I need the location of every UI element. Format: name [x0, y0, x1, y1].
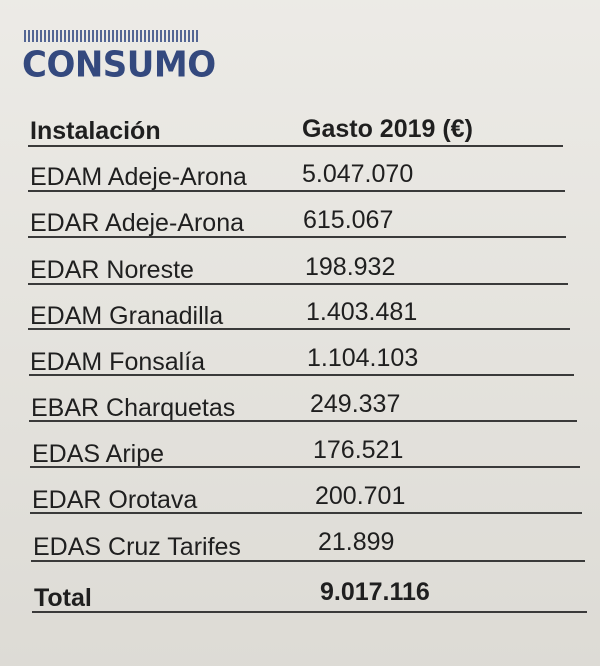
header-cost: Gasto 2019 (€) — [302, 115, 473, 143]
total-cost: 9.017.116 — [320, 578, 430, 606]
row-divider — [29, 420, 577, 422]
row-installation: EDAM Fonsalía — [30, 348, 206, 376]
row-installation: EBAR Charquetas — [31, 394, 236, 422]
row-cost: 1.403.481 — [306, 298, 418, 326]
table-row: EDAR Adeje-Arona 615.067 — [0, 206, 600, 252]
table-total-row: Total 9.017.116 — [0, 578, 600, 624]
header-installation: Instalación — [30, 117, 161, 145]
table-header-row: Instalación Gasto 2019 (€) — [0, 115, 600, 161]
header-divider — [28, 145, 563, 147]
table-row: EDAM Granadilla 1.403.481 — [0, 298, 600, 344]
row-divider — [31, 560, 585, 562]
row-installation: EDAR Noreste — [30, 256, 194, 284]
table-row: EBAR Charquetas 249.337 — [0, 390, 600, 436]
row-cost: 21.899 — [318, 528, 395, 556]
row-installation: EDAS Cruz Tarifes — [33, 533, 241, 561]
row-cost: 176.521 — [313, 436, 404, 464]
table-row: EDAS Cruz Tarifes 21.899 — [0, 528, 600, 574]
row-divider — [30, 466, 580, 468]
row-installation: EDAS Aripe — [32, 440, 165, 468]
section-title: CONSUMO — [22, 44, 216, 86]
row-installation: EDAR Adeje-Arona — [30, 209, 245, 237]
row-divider — [30, 512, 582, 514]
row-installation: EDAR Orotava — [32, 486, 198, 514]
row-cost: 198.932 — [305, 253, 396, 281]
row-divider — [28, 328, 570, 330]
row-cost: 200.701 — [315, 482, 406, 510]
row-cost: 615.067 — [303, 206, 394, 234]
total-divider — [32, 611, 587, 613]
total-label: Total — [34, 584, 92, 612]
row-cost: 5.047.070 — [302, 160, 414, 188]
row-divider — [28, 283, 568, 285]
row-divider — [28, 236, 566, 238]
table-row: EDAS Aripe 176.521 — [0, 436, 600, 482]
table-row: EDAM Adeje-Arona 5.047.070 — [0, 160, 600, 206]
row-cost: 249.337 — [310, 390, 401, 418]
table-row: EDAR Orotava 200.701 — [0, 482, 600, 528]
row-installation: EDAM Granadilla — [30, 302, 224, 330]
row-divider — [28, 190, 565, 192]
row-divider — [29, 374, 574, 376]
row-installation: EDAM Adeje-Arona — [30, 163, 247, 191]
table-row: EDAR Noreste 198.932 — [0, 253, 600, 299]
row-cost: 1.104.103 — [307, 344, 419, 372]
table-row: EDAM Fonsalía 1.104.103 — [0, 344, 600, 390]
section-hatch-decoration — [24, 30, 200, 42]
